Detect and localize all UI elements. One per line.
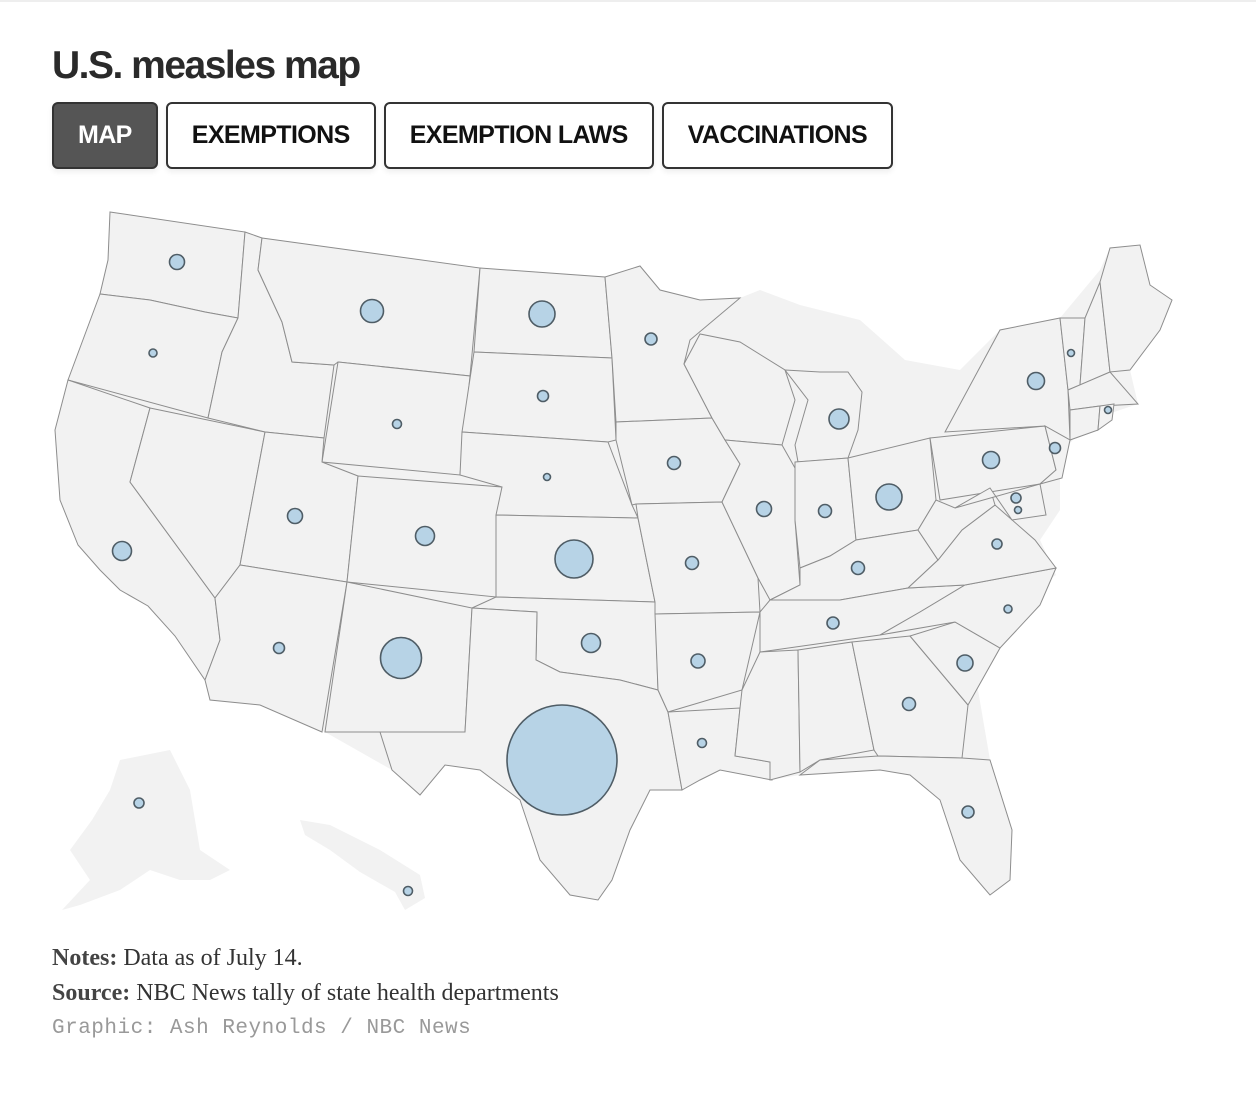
state-wyoming [321, 361, 471, 476]
state-alabama [797, 641, 875, 773]
bubble-alaska [133, 797, 145, 809]
bubble-minnesota [644, 332, 658, 346]
view-tabs: MAP EXEMPTIONS EXEMPTION LAWS VACCINATIO… [52, 102, 894, 169]
bubble-arizona [272, 641, 286, 655]
state-massachusetts [1067, 371, 1140, 411]
bubble-oregon [148, 348, 158, 358]
state-maryland [954, 483, 1047, 521]
state-maine [1099, 244, 1173, 373]
bubble-rhode-island [1103, 405, 1113, 415]
bubble-montana [359, 298, 385, 324]
bubble-pennsylvania [981, 450, 1001, 470]
bubble-new-jersey [1048, 441, 1062, 455]
tab-map[interactable]: MAP [52, 102, 158, 169]
bubble-florida [961, 805, 975, 819]
bubble-utah [286, 507, 304, 525]
state-new-jersey [1039, 424, 1071, 485]
tab-vaccinations[interactable]: VACCINATIONS [661, 102, 894, 169]
hawaii-land [300, 820, 425, 910]
us-map [54, 211, 1173, 910]
bubble-new-mexico [379, 636, 423, 680]
source-text: NBC News tally of state health departmen… [136, 980, 559, 1006]
bubble-kentucky [850, 560, 866, 576]
bubble-oklahoma [580, 632, 602, 654]
top-divider [0, 0, 1256, 2]
bubble-hawaii [402, 885, 414, 897]
state-mississippi [734, 649, 801, 781]
page-title: U.S. measles map [52, 44, 361, 87]
bubble-colorado [414, 525, 436, 547]
graphic-credit: Graphic: Ash Reynolds / NBC News [52, 1017, 472, 1040]
bubble-kansas [554, 539, 594, 579]
bubble-california [111, 540, 133, 562]
source-line: Source: NBC News tally of state health d… [52, 976, 559, 1011]
bubble-missouri [684, 555, 700, 571]
tab-exemptions[interactable]: EXEMPTIONS [165, 102, 376, 169]
state-florida [798, 755, 1013, 896]
bubble-ohio [875, 483, 903, 511]
bubble-arkansas [690, 653, 706, 669]
bubble-south-dakota [536, 389, 550, 403]
notes-label: Notes: [52, 945, 118, 971]
notes-block: Notes: Data as of July 14. Source: NBC N… [52, 941, 559, 1047]
bubble-texas [506, 704, 618, 816]
bubble-north-carolina [1003, 604, 1013, 614]
alaska-land [62, 750, 230, 910]
state-wisconsin [683, 333, 796, 446]
bubble-indiana [817, 503, 833, 519]
state-connecticut [1069, 405, 1101, 441]
bubble-michigan [828, 408, 850, 430]
bubble-washington [168, 253, 186, 271]
bubble-tennessee [826, 616, 840, 630]
bubble-new-york [1026, 371, 1046, 391]
tab-exemption-laws[interactable]: EXEMPTION LAWS [383, 102, 654, 169]
bubble-virginia [991, 538, 1003, 550]
bubble-dc [1013, 505, 1023, 515]
bubble-louisiana [696, 737, 708, 749]
bubble-georgia [901, 696, 917, 712]
bubble-vermont [1066, 348, 1076, 358]
bubble-maryland [1010, 492, 1022, 504]
bubble-wyoming [391, 418, 403, 430]
notes-line: Notes: Data as of July 14. [52, 941, 559, 976]
state-arkansas [654, 611, 761, 713]
state-michigan [783, 369, 863, 463]
case-bubbles [111, 253, 1113, 897]
bubble-illinois [755, 500, 773, 518]
bubble-nebraska [542, 472, 552, 482]
notes-text: Data as of July 14. [123, 945, 303, 971]
bubble-iowa [666, 455, 682, 471]
state-outlines [54, 211, 1173, 901]
bubble-north-dakota [528, 300, 556, 328]
state-minnesota [604, 265, 742, 423]
source-label: Source: [52, 980, 131, 1006]
bubble-south-carolina [956, 654, 974, 672]
